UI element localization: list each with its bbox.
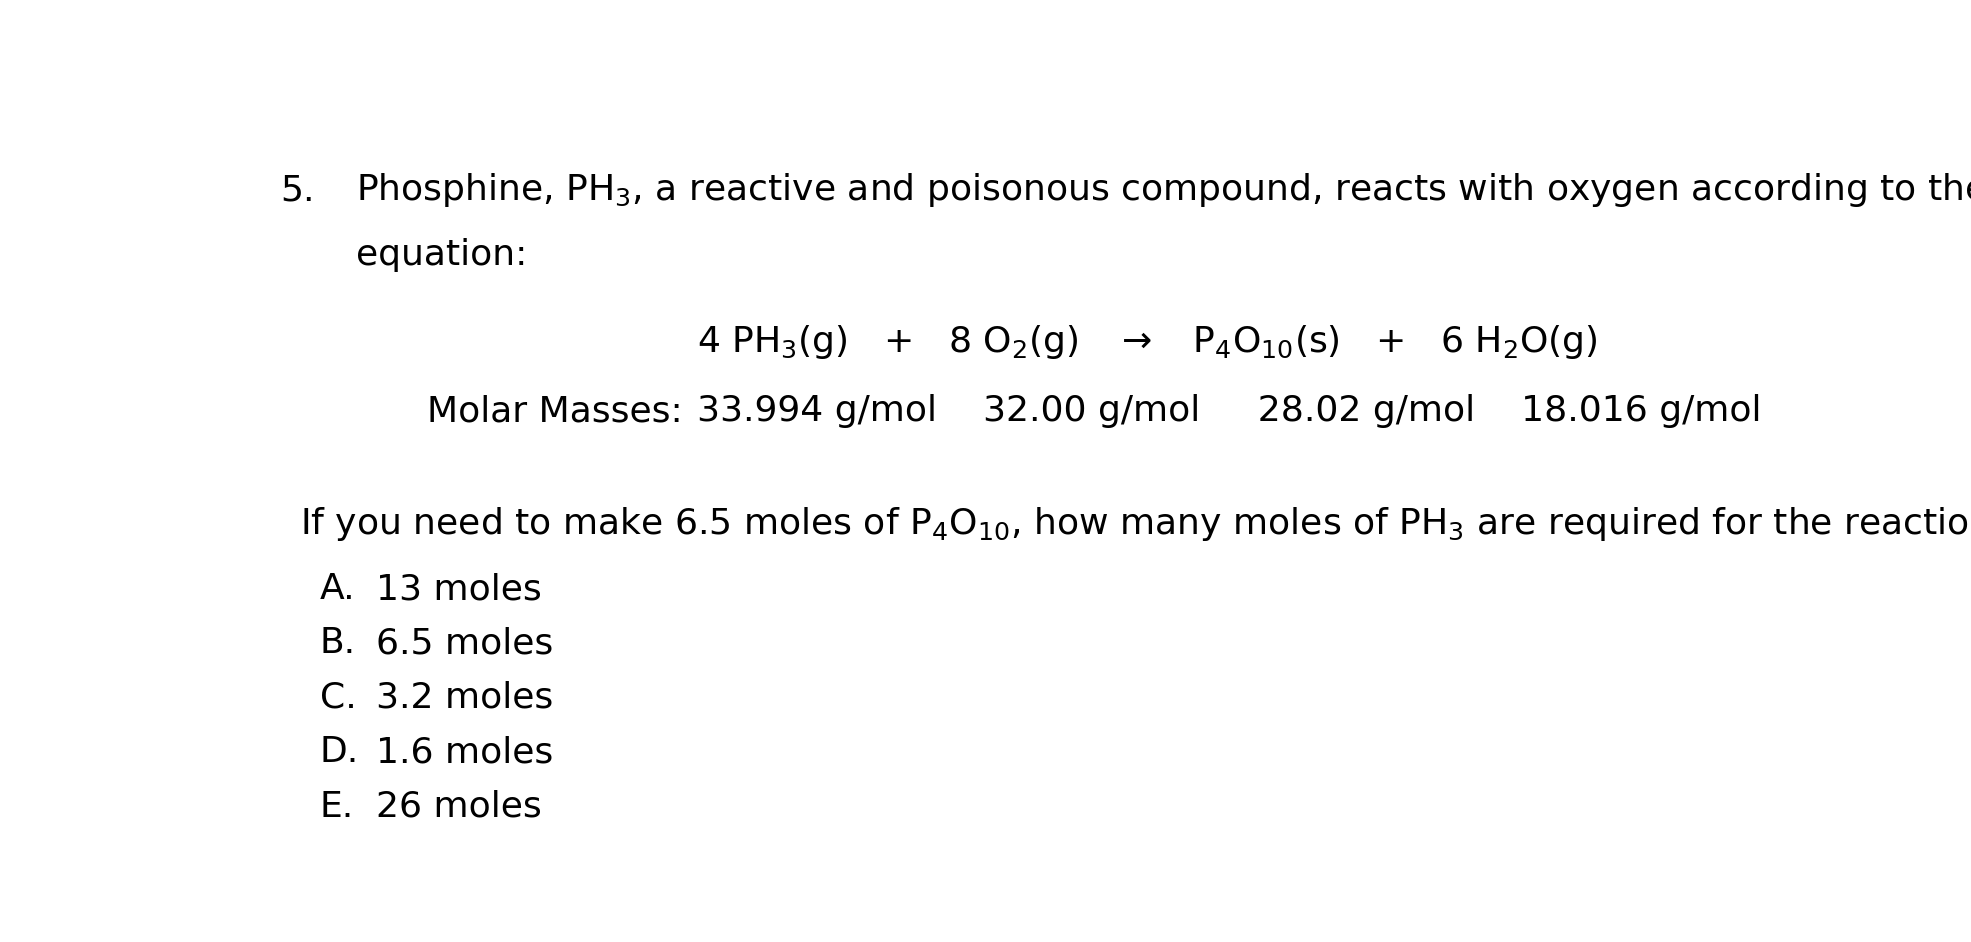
Text: Molar Masses:: Molar Masses: <box>426 395 682 429</box>
Text: A.: A. <box>319 572 355 606</box>
Text: 3.2 moles: 3.2 moles <box>376 681 554 715</box>
Text: Phosphine, PH$_3$, a reactive and poisonous compound, reacts with oxygen accordi: Phosphine, PH$_3$, a reactive and poison… <box>357 171 1971 209</box>
Text: 33.994 g/mol    32.00 g/mol     28.02 g/mol    18.016 g/mol: 33.994 g/mol 32.00 g/mol 28.02 g/mol 18.… <box>698 395 1762 429</box>
Text: 5.: 5. <box>280 173 315 207</box>
Text: B.: B. <box>319 626 357 660</box>
Text: D.: D. <box>319 735 359 770</box>
Text: equation:: equation: <box>357 238 528 272</box>
Text: 6.5 moles: 6.5 moles <box>376 626 554 660</box>
Text: 4 PH$_3$(g)   +   8 O$_2$(g)   $\rightarrow$   P$_4$O$_{10}$(s)   +   6 H$_2$O(g: 4 PH$_3$(g) + 8 O$_2$(g) $\rightarrow$ P… <box>698 323 1598 362</box>
Text: E.: E. <box>319 789 355 823</box>
Text: 13 moles: 13 moles <box>376 572 542 606</box>
Text: 26 moles: 26 moles <box>376 789 542 823</box>
Text: 1.6 moles: 1.6 moles <box>376 735 554 770</box>
Text: If you need to make 6.5 moles of P$_4$O$_{10}$, how many moles of PH$_3$ are req: If you need to make 6.5 moles of P$_4$O$… <box>300 505 1971 543</box>
Text: C.: C. <box>319 681 357 715</box>
